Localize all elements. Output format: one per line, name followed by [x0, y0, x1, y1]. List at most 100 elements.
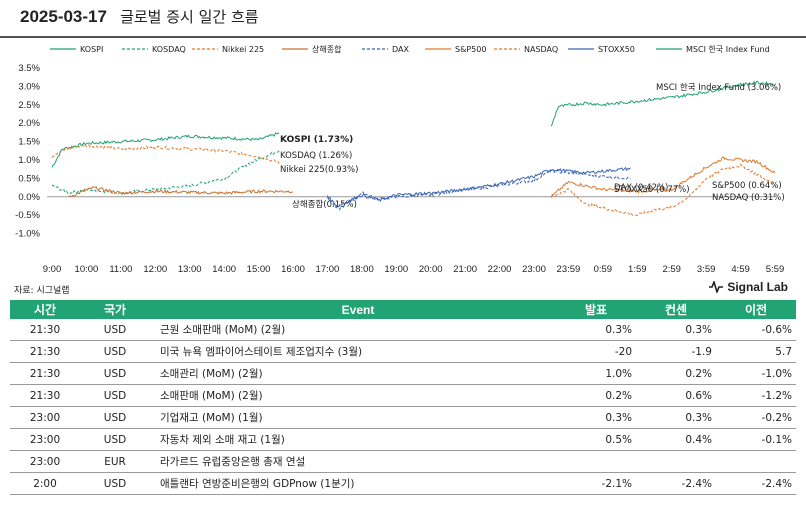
cell-forecast: 0.2%	[636, 362, 716, 385]
cell-country: USD	[80, 319, 150, 341]
table-row: 21:30 USD 소매관리 (MoM) (2월) 1.0% 0.2% -1.0%	[10, 362, 796, 385]
cell-forecast: 0.4%	[636, 428, 716, 451]
table-row: 21:30 USD 근원 소매판매 (MoM) (2월) 0.3% 0.3% -0.6%	[10, 319, 796, 341]
cell-event: 기업재고 (MoM) (1월)	[150, 406, 556, 429]
legend-entry: 상해종합	[312, 44, 342, 54]
x-tick-label: 18:00	[350, 264, 374, 275]
table-row: 23:00 USD 기업재고 (MoM) (1월) 0.3% 0.3% -0.2%	[10, 406, 796, 429]
cell-actual: 1.0%	[556, 362, 636, 385]
cell-time: 23:00	[10, 406, 80, 429]
x-tick-label: 15:00	[247, 264, 271, 275]
legend-entry: S&P500	[455, 45, 486, 54]
x-tick-label: 11:00	[109, 264, 132, 275]
cell-event: 애틀랜타 연방준비은행의 GDPnow (1분기)	[150, 472, 556, 495]
x-tick-label: 17:00	[316, 264, 340, 275]
x-tick-label: 21:00	[453, 264, 477, 275]
cell-forecast: -2.4%	[636, 472, 716, 495]
cell-actual	[556, 450, 636, 473]
cell-previous: -1.2%	[716, 384, 796, 407]
economic-calendar-table: 시간 국가 Event 발표 컨센 이전 21:30 USD 근원 소매판매 (Mo…	[10, 300, 796, 495]
table-row: 23:00 EUR 라가르드 유럽중앙은행 총재 연설	[10, 450, 796, 473]
x-tick-label: 13:00	[178, 264, 202, 275]
cell-country: USD	[80, 340, 150, 363]
series-line	[550, 163, 776, 217]
series-end-label: KOSPI (1.73%)	[280, 135, 353, 145]
x-tick-label: 23:59	[557, 264, 581, 275]
cell-country: USD	[80, 428, 150, 451]
cell-forecast: -1.9	[636, 340, 716, 363]
legend-entry: KOSPI	[80, 45, 103, 54]
cell-previous: -0.1%	[716, 428, 796, 451]
y-tick-label: 0.0%	[18, 192, 40, 203]
series-end-label: KOSDAQ (1.26%)	[280, 151, 352, 161]
cell-time: 23:00	[10, 450, 80, 473]
cell-time: 2:00	[10, 472, 80, 495]
cell-time: 21:30	[10, 384, 80, 407]
cell-forecast: 0.3%	[636, 406, 716, 429]
cell-previous: -2.4%	[716, 472, 796, 495]
series-end-label: S&P500 (0.64%)	[712, 181, 782, 191]
legend-entry: DAX	[392, 45, 409, 54]
table-row: 23:00 USD 자동차 제외 소매 재고 (1월) 0.5% 0.4% -0.1%	[10, 428, 796, 451]
x-tick-label: 0:59	[594, 264, 613, 275]
y-tick-label: 1.5%	[18, 137, 40, 148]
y-tick-label: 3.0%	[18, 81, 40, 92]
x-tick-label: 16:00	[281, 264, 305, 275]
cell-time: 21:30	[10, 319, 80, 341]
cell-previous: -0.6%	[716, 319, 796, 341]
cell-actual: -20	[556, 340, 636, 363]
brand-logo: Signal Lab	[709, 280, 788, 294]
header-actual: 발표	[556, 300, 636, 319]
x-tick-label: 22:00	[488, 264, 512, 275]
cell-time: 21:30	[10, 340, 80, 363]
series-end-label: Nikkei 225(0.93%)	[280, 165, 358, 175]
x-tick-label: 19:00	[384, 264, 408, 275]
y-tick-label: 2.0%	[18, 118, 40, 129]
series-line	[326, 166, 631, 208]
series-end-label: MSCI 한국 Index Fund (3.06%)	[656, 83, 781, 93]
report-date: 2025-03-17	[20, 7, 107, 26]
cell-event: 근원 소매판매 (MoM) (2월)	[150, 319, 556, 341]
series-line	[51, 143, 280, 164]
header-forecast: 컨센	[636, 300, 716, 319]
legend-entry: NASDAQ	[524, 45, 558, 54]
cell-event: 소매판매 (MoM) (2월)	[150, 384, 556, 407]
cell-time: 23:00	[10, 428, 80, 451]
series-line	[550, 156, 776, 198]
cell-forecast: 0.3%	[636, 319, 716, 341]
cell-actual: 0.5%	[556, 428, 636, 451]
cell-previous: -1.0%	[716, 362, 796, 385]
table-row: 2:00 USD 애틀랜타 연방준비은행의 GDPnow (1분기) -2.1% -2.…	[10, 472, 796, 495]
y-tick-label: 0.5%	[18, 173, 40, 184]
cell-forecast: 0.6%	[636, 384, 716, 407]
cell-actual: -2.1%	[556, 472, 636, 495]
cell-country: USD	[80, 472, 150, 495]
legend-entry: KOSDAQ	[152, 45, 186, 54]
source-note: 자료: 시그널랩	[14, 286, 70, 296]
y-tick-label: 1.0%	[18, 155, 40, 166]
cell-country: USD	[80, 406, 150, 429]
series-line	[550, 80, 776, 127]
global-index-line-chart: 3.5% 3.0% 2.5% 2.0% 1.5% 1.0% 0.5% 0.0% -0.5% -1.…	[15, 44, 785, 275]
header-previous: 이전	[716, 300, 796, 319]
x-tick-label: 2:59	[662, 264, 681, 275]
report-title: 글로벌 증시 일간 흐름	[120, 8, 259, 26]
x-tick-label: 23:00	[522, 264, 546, 275]
brand-name: Signal Lab	[727, 280, 788, 294]
cell-event: 자동차 제외 소매 재고 (1월)	[150, 428, 556, 451]
cell-country: USD	[80, 384, 150, 407]
legend-entry: Nikkei 225	[222, 45, 264, 54]
legend-entry: MSCI 한국 Index Fund	[686, 45, 770, 54]
cell-actual: 0.3%	[556, 406, 636, 429]
y-tick-label: -1.0%	[15, 229, 40, 240]
cell-actual: 0.2%	[556, 384, 636, 407]
signal-wave-icon	[709, 281, 724, 293]
series-line	[51, 132, 280, 168]
x-tick-label: 10:00	[75, 264, 99, 275]
x-tick-label: 9:00	[43, 264, 62, 275]
cell-time: 21:30	[10, 362, 80, 385]
table-row: 21:30 USD 소매판매 (MoM) (2월) 0.2% 0.6% -1.2%	[10, 384, 796, 407]
table-row: 21:30 USD 미국 뉴욕 엠파이어스테이트 제조업지수 (3월) -20 -1.9…	[10, 340, 796, 363]
x-tick-label: 3:59	[697, 264, 716, 275]
cell-event: 미국 뉴욕 엠파이어스테이트 제조업지수 (3월)	[150, 340, 556, 363]
